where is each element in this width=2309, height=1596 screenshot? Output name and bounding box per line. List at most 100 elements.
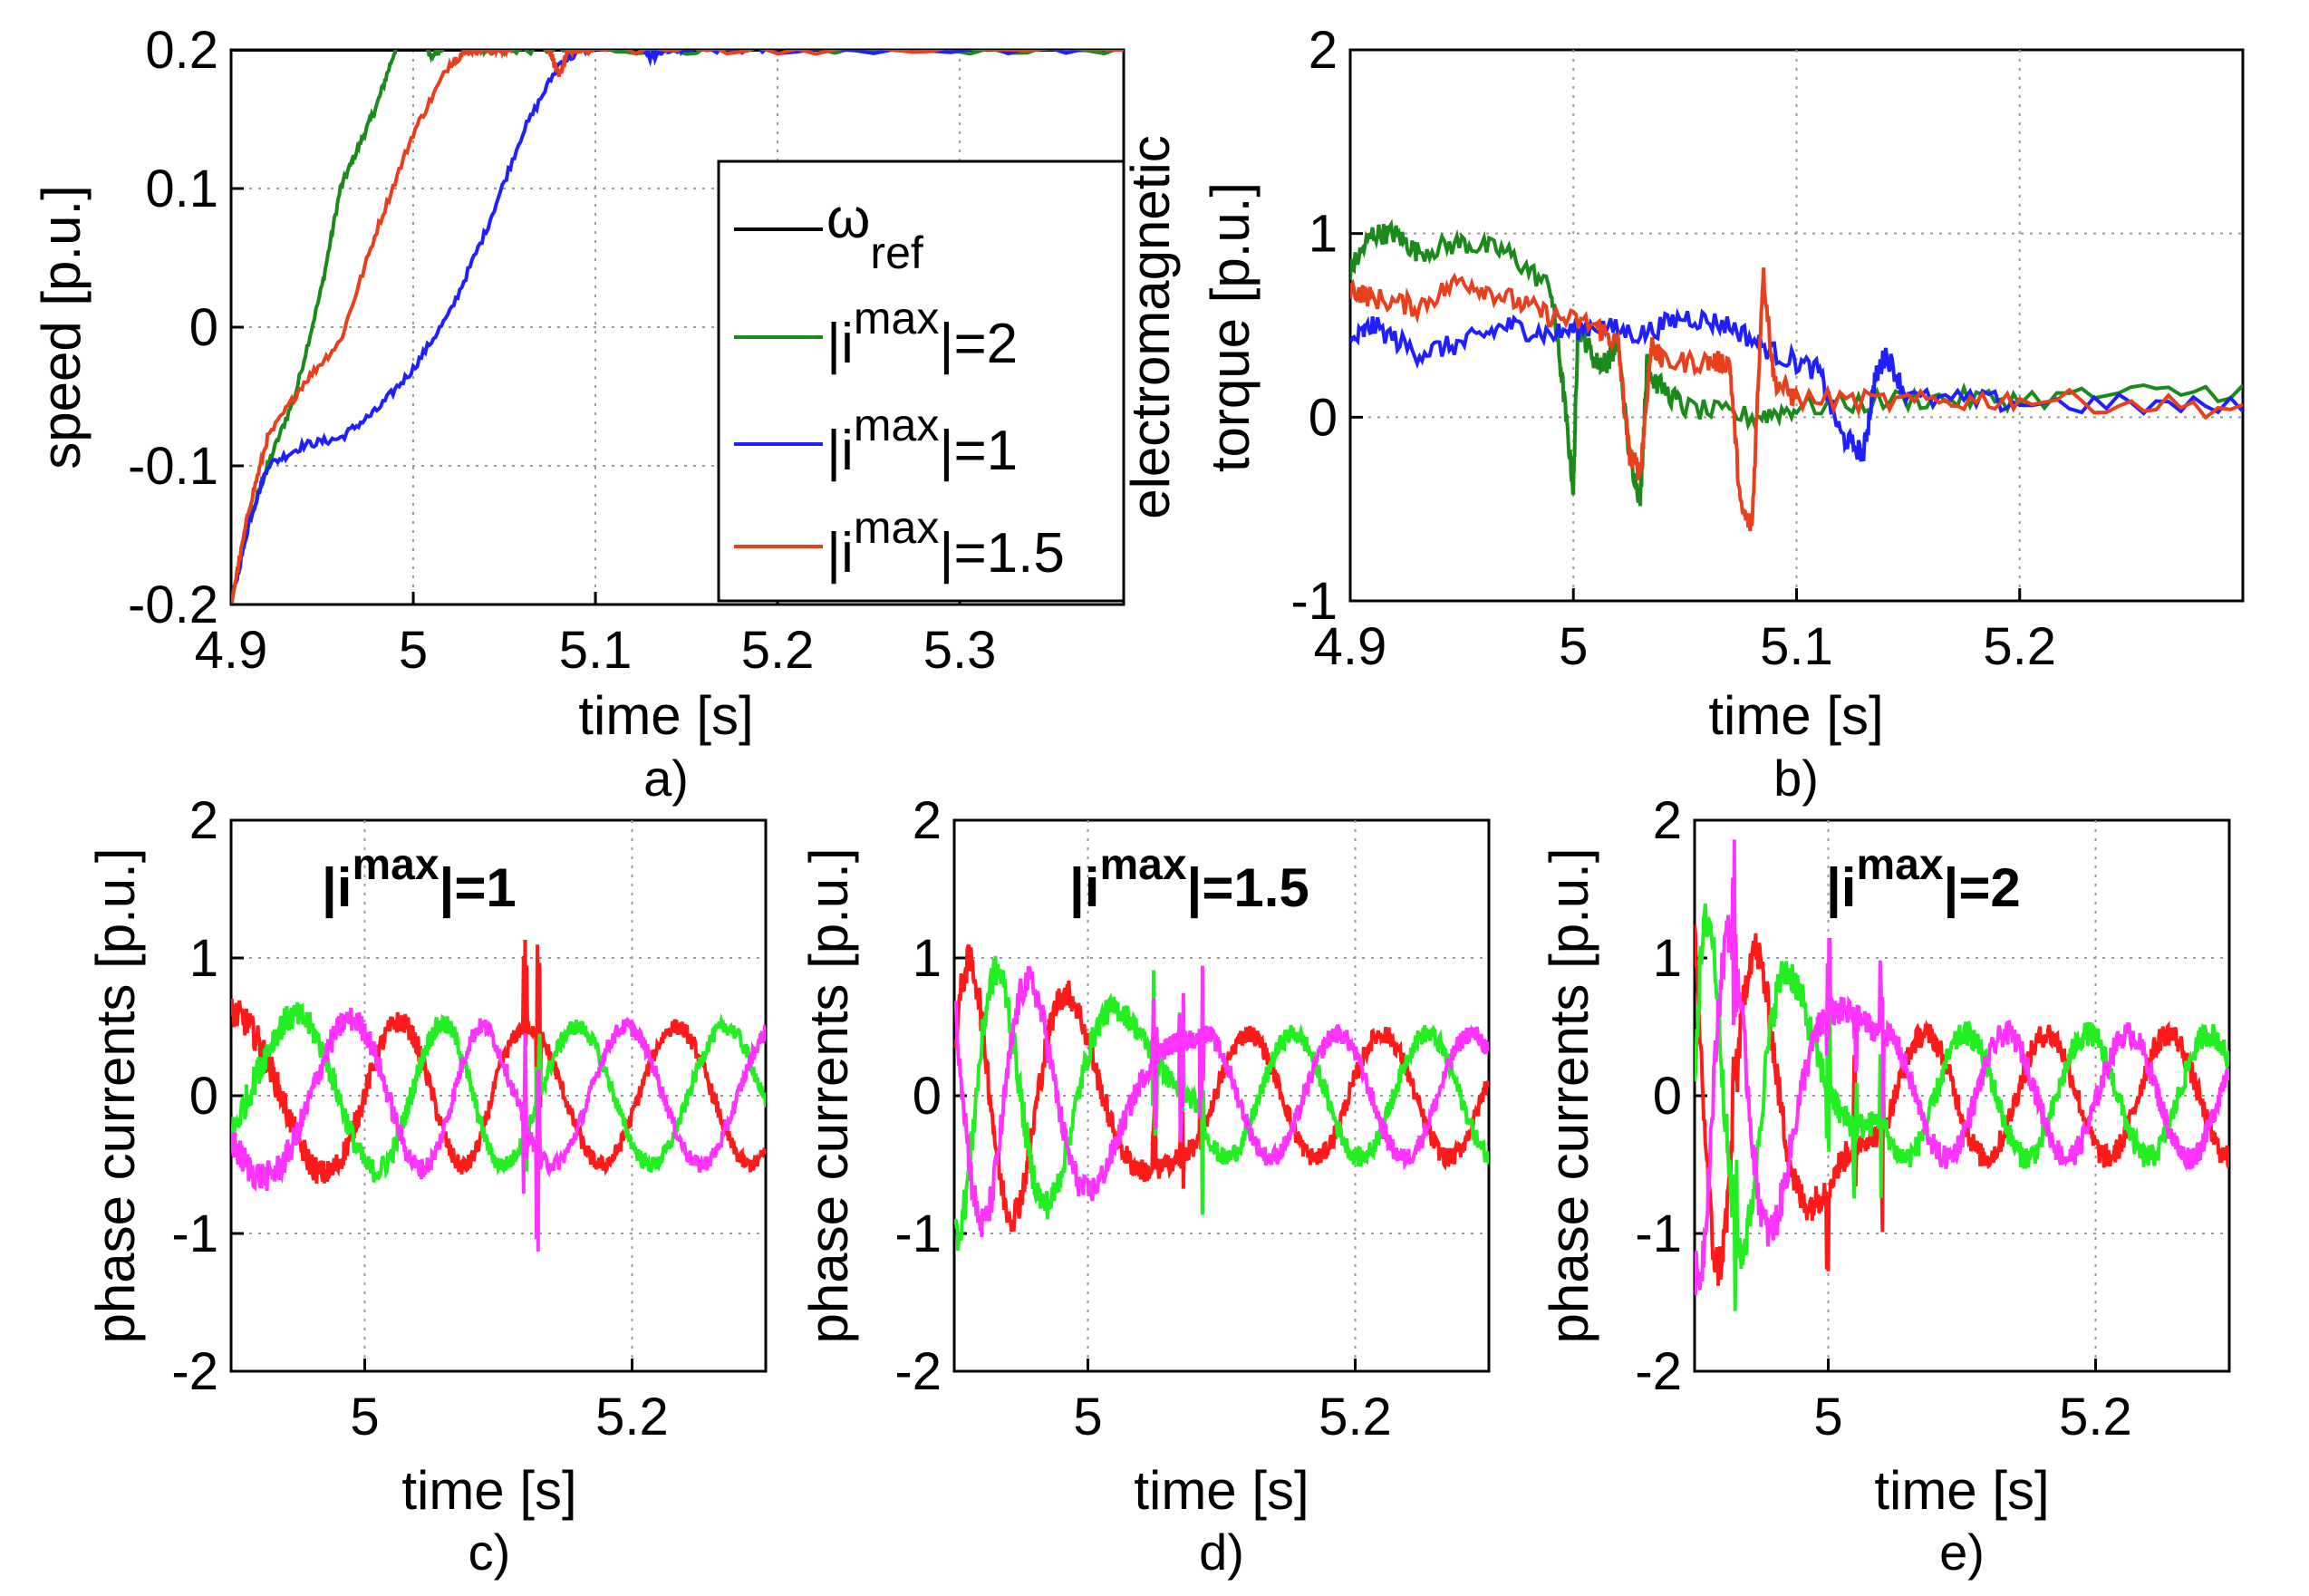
- y-tick-label: 1: [1309, 205, 1338, 264]
- panel-b: -1 0 1 2 4.9 5 5.1 5.2 electromagnetic torque …: [1120, 21, 2245, 807]
- series-line--i-max-1: [1350, 307, 2243, 462]
- y-tick-label: 1: [913, 929, 942, 988]
- x-tick-label: 5.2: [1319, 1388, 1392, 1446]
- y-tick-label: 2: [189, 791, 218, 850]
- panel-a-y-ticks: -0.2 -0.1 0 0.1 0.2: [128, 21, 244, 634]
- y-tick-label: -0.1: [128, 437, 218, 496]
- series-line-phase-a: [954, 943, 1489, 1233]
- x-tick-label: 5: [1559, 617, 1588, 676]
- legend-entry-imax-1-5: |imax|=1.5: [734, 502, 1065, 585]
- panel-a-tag: a): [643, 750, 689, 807]
- panel-e-series: [1695, 839, 2229, 1311]
- y-tick-label: 0: [913, 1067, 942, 1126]
- panel-c-annotation-sup: max: [352, 841, 439, 889]
- panel-d-x-ticks: 5 5.2: [1073, 1359, 1392, 1446]
- legend-imax-1-5-post: |=1.5: [939, 522, 1065, 585]
- legend-omega-base: ω: [826, 188, 870, 250]
- y-tick-label: 2: [1653, 791, 1682, 850]
- legend-imax-2-post: |=2: [939, 313, 1018, 375]
- series-line-phase-c: [231, 1007, 766, 1252]
- panel-d-ylabel: phase currents [p.u.]: [798, 848, 859, 1344]
- series-line--i-max-1-5: [1350, 267, 2243, 532]
- panel-b-series: [1350, 218, 2243, 532]
- y-tick-label: 0.1: [145, 160, 218, 218]
- series-line--i-max-2: [231, 50, 1120, 605]
- panel-d-xlabel: time [s]: [1134, 1460, 1309, 1521]
- y-tick-label: 0: [1653, 1067, 1682, 1126]
- panel-e-annotation-pre: |i: [1826, 857, 1856, 919]
- panel-c-ylabel: phase currents [p.u.]: [85, 848, 146, 1344]
- panel-d-grid: [954, 820, 1489, 1371]
- panel-d: -2 -1 0 1 2 5 5.2 |imax|=1.5 phase currents […: [798, 791, 1491, 1581]
- panel-c-series: [231, 939, 766, 1252]
- legend-imax-2-sup: max: [854, 293, 939, 343]
- panel-b-ylabel-line2: torque [p.u.]: [1200, 182, 1261, 472]
- panel-b-ylabel-line1: electromagnetic: [1120, 135, 1181, 519]
- y-tick-label: -1: [1290, 572, 1338, 631]
- panel-b-y-ticks: -1 0 1 2: [1290, 21, 1363, 631]
- panel-b-xlabel: time [s]: [1708, 685, 1883, 746]
- x-tick-label: 4.9: [1314, 617, 1387, 676]
- x-tick-label: 5.2: [741, 621, 815, 680]
- x-tick-label: 5.2: [2059, 1388, 2132, 1446]
- panel-e-xlabel: time [s]: [1874, 1460, 2049, 1521]
- legend-imax-1-pre: |i: [826, 420, 854, 482]
- panel-b-tag: b): [1773, 750, 1819, 807]
- panel-c-x-ticks: 5 5.2: [350, 1359, 669, 1446]
- y-tick-label: 0: [189, 298, 218, 357]
- series-line-phase-c: [954, 965, 1489, 1238]
- y-tick-label: -1: [894, 1204, 942, 1263]
- panel-a: -0.2 -0.1 0 0.1 0.2 4.9 5 5.1 5.2 5.3 speed [p.u…: [31, 21, 1126, 807]
- svg-text:|imax|=1.5: |imax|=1.5: [1069, 841, 1309, 919]
- x-tick-label: 4.9: [195, 621, 268, 680]
- panel-d-annotation-sup: max: [1099, 841, 1186, 889]
- y-tick-label: -2: [894, 1342, 942, 1401]
- panel-e-annotation-sup: max: [1856, 841, 1943, 889]
- panel-a-ylabel: speed [p.u.]: [31, 185, 92, 469]
- panel-a-legend: ωref |imax|=2 |imax|=1 |imax|=1.5: [717, 160, 1126, 603]
- x-tick-label: 5.1: [1760, 617, 1833, 676]
- panel-e-ylabel: phase currents [p.u.]: [1539, 848, 1599, 1344]
- legend-entry-imax-2: |imax|=2: [734, 293, 1018, 375]
- series-line--i-max-1-5: [231, 50, 1124, 604]
- y-tick-label: 0: [189, 1067, 218, 1126]
- x-tick-label: 5: [399, 621, 428, 680]
- y-tick-label: -1: [171, 1204, 218, 1263]
- series-line--i-max-1: [231, 50, 1091, 605]
- panel-c-grid: [231, 820, 766, 1371]
- panel-a-series: [231, 50, 1124, 605]
- panel-c-annotation-pre: |i: [322, 857, 352, 919]
- legend-imax-1-5-sup: max: [854, 502, 939, 553]
- y-tick-label: 0: [1309, 388, 1338, 447]
- panel-b-grid: [1350, 50, 2243, 601]
- svg-text:|imax|=2: |imax|=2: [1826, 841, 2021, 919]
- legend-imax-1-post: |=1: [939, 420, 1018, 482]
- legend-box: [717, 160, 1126, 603]
- panel-c-tag: c): [469, 1523, 511, 1581]
- series-line-phase-b: [954, 955, 1489, 1252]
- panel-a-xlabel: time [s]: [578, 685, 753, 746]
- svg-text:|imax|=2: |imax|=2: [826, 293, 1018, 375]
- panel-e-annotation-post: |=2: [1944, 857, 2021, 919]
- series-line-phase-a: [231, 939, 766, 1185]
- panel-d-annotation-post: |=1.5: [1187, 857, 1309, 919]
- legend-omega-sub: ref: [870, 227, 923, 278]
- x-tick-label: 5.3: [923, 621, 997, 680]
- panel-c-annotation-post: |=1: [440, 857, 517, 919]
- y-tick-label: 2: [1309, 21, 1338, 80]
- y-tick-label: -0.2: [128, 576, 218, 634]
- panel-d-tag: d): [1199, 1523, 1244, 1581]
- y-tick-label: 0.2: [145, 21, 218, 80]
- svg-text:ωref: ωref: [826, 188, 923, 278]
- panel-c-xlabel: time [s]: [401, 1460, 576, 1521]
- y-tick-label: 2: [913, 791, 942, 850]
- x-tick-label: 5.2: [595, 1388, 669, 1446]
- legend-imax-1-5-pre: |i: [826, 522, 854, 585]
- x-tick-label: 5.2: [1983, 617, 2056, 676]
- legend-entry-omega-ref: ωref: [734, 188, 923, 278]
- y-tick-label: -2: [171, 1342, 218, 1401]
- x-tick-label: 5: [1813, 1388, 1842, 1446]
